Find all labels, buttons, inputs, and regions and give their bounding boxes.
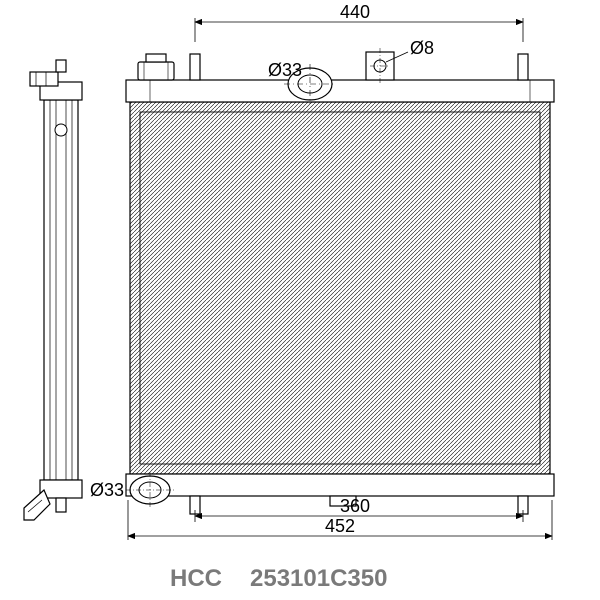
brand-manufacturer: HCC [170,565,222,592]
dim-bottom-port: Ø33 [90,480,124,500]
dim-top-port: Ø33 [268,60,302,80]
side-view [24,60,82,520]
front-view [126,48,554,514]
dim-top-width: 440 [340,2,370,22]
dim-small-port: Ø8 [410,38,434,58]
radiator-drawing: 440 Ø33 Ø8 Ø33 360 452 HCC 253101C350 [0,0,600,600]
filler-cap [138,54,174,80]
brand-label: HCC 253101C350 [170,565,387,592]
dim-bottom-inner: 360 [340,496,370,516]
drawing-svg: 440 Ø33 Ø8 Ø33 360 452 HCC 253101C350 [0,0,600,600]
small-port [366,48,394,84]
dim-bottom-outer: 452 [325,516,355,536]
brand-partnumber: 253101C350 [250,565,387,592]
